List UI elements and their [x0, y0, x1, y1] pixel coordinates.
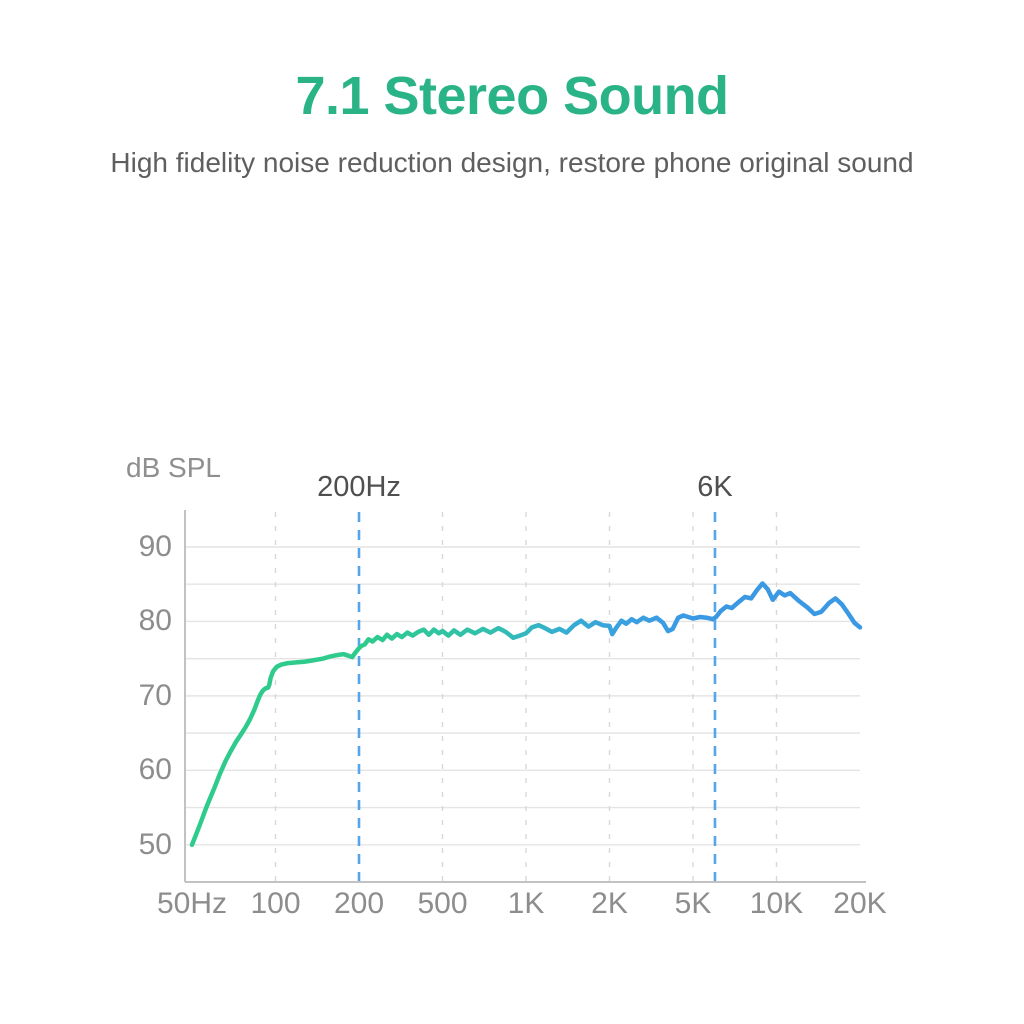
y-tick-label-60: 60	[138, 753, 172, 787]
x-tick-label-1k: 1K	[507, 887, 545, 920]
y-tick-label-90: 90	[138, 529, 172, 563]
x-tick-label-200: 200	[333, 887, 385, 920]
x-tick-label-50hz: 50Hz	[156, 887, 228, 920]
page-subtitle: High fidelity noise reduction design, re…	[110, 147, 914, 178]
y-tick-label-50: 50	[138, 827, 172, 861]
y-axis-title: dB SPL	[126, 452, 221, 483]
marker-label-6k: 6K	[697, 471, 733, 503]
x-tick-label-2k: 2K	[591, 887, 628, 920]
x-tick-label-500: 500	[417, 887, 468, 920]
x-tick-label-5k: 5K	[674, 887, 712, 920]
page-title: 7.1 Stereo Sound	[295, 66, 729, 126]
marker-label-200hz: 200Hz	[317, 471, 401, 503]
x-tick-label-20k: 20K	[833, 887, 887, 920]
y-tick-label-80: 80	[138, 604, 172, 638]
x-tick-label-10k: 10K	[749, 887, 804, 920]
x-tick-label-100: 100	[250, 887, 301, 920]
y-tick-label-70: 70	[138, 678, 172, 712]
frequency-response-curve	[189, 581, 863, 848]
